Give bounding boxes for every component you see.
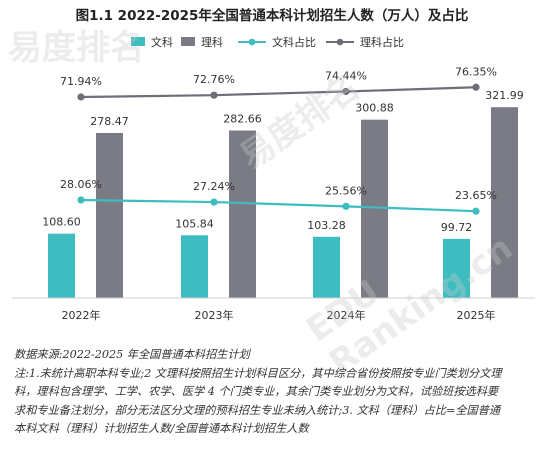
line-point xyxy=(342,202,350,210)
note-line: 注:1.未统计高职本科专业;2 文理科按照招生计划科目区分，其中综合省份按照按专… xyxy=(14,366,502,380)
bar-value-label: 103.28 xyxy=(307,219,346,232)
line-value-label: 28.06% xyxy=(60,178,102,191)
bar-value-label: 105.84 xyxy=(175,217,214,230)
x-tick-label: 2024年 xyxy=(327,308,366,322)
bar xyxy=(491,107,518,299)
bar-group xyxy=(48,107,518,299)
line-point xyxy=(210,91,218,99)
bar-value-label: 99.72 xyxy=(441,221,473,234)
bar xyxy=(48,233,75,298)
legend-marker xyxy=(336,38,344,46)
line-point xyxy=(472,207,480,215)
bar xyxy=(443,238,470,298)
note-line: 科，理科包含理学、工学、农学、医学 4 个门类专业，其余门类专业划分为文科，试验… xyxy=(14,385,499,398)
line-point xyxy=(77,93,85,101)
x-tick-label: 2025年 xyxy=(457,308,496,322)
series-line xyxy=(80,198,477,213)
chart-title: 图1.1 2022-2025年全国普通本科计划招生人数（万人）及占比 xyxy=(76,7,469,24)
x-tick-group: 2022年 2023年 2024年 2025年 xyxy=(62,308,496,322)
bar-value-label: 300.88 xyxy=(355,102,394,115)
line-value-label: 74.44% xyxy=(325,69,367,82)
bar-value-label: 321.99 xyxy=(485,89,524,102)
line-point xyxy=(472,83,480,91)
legend-label: 理科占比 xyxy=(360,35,404,49)
notes: 数据来源:2022-2025 年全国普通本科招生计划 注:1.未统计高职本科专业… xyxy=(14,346,534,439)
line-point xyxy=(77,196,85,204)
bar xyxy=(181,235,208,298)
legend: 文科 理科 文科占比 理科占比 xyxy=(131,35,404,49)
series-line xyxy=(80,86,477,99)
x-tick-label: 2022年 xyxy=(62,308,101,322)
note-line: 求和专业备注划分，部分无法区分文理的预科招生专业未纳入统计;3. 文科（理科）占… xyxy=(14,403,501,417)
legend-label: 理科 xyxy=(201,35,223,49)
legend-swatch xyxy=(131,37,145,46)
line-value-label: 72.76% xyxy=(193,73,235,86)
line-value-label: 27.24% xyxy=(193,180,235,193)
chart: 图1.1 2022-2025年全国普通本科计划招生人数（万人）及占比 文科 理科文… xyxy=(12,7,535,322)
bar xyxy=(313,236,340,298)
x-tick-label: 2023年 xyxy=(195,308,234,322)
line-point xyxy=(210,198,218,206)
line-value-label: 71.94% xyxy=(60,75,102,88)
line-group xyxy=(77,83,480,215)
line-value-label: 23.65% xyxy=(455,189,497,202)
legend-label: 文科 xyxy=(151,35,173,49)
legend-marker xyxy=(248,38,256,46)
legend-swatch xyxy=(181,37,195,46)
bar-value-label: 108.60 xyxy=(42,216,81,229)
line-value-label: 25.56% xyxy=(325,184,367,197)
bar-value-label: 282.66 xyxy=(223,112,262,125)
legend-label: 文科占比 xyxy=(272,35,316,49)
note-line: 本科文科（理科）计划招生人数/全国普通本科计划招生人数 xyxy=(14,422,309,435)
bar-value-label: 278.47 xyxy=(90,115,129,128)
bar xyxy=(96,132,123,298)
bar xyxy=(229,130,256,298)
data-label-group: 108.60 105.84 103.28 99.72 278.47 282.66 300.8… xyxy=(42,65,524,234)
source-note: 数据来源:2022-2025 年全国普通本科招生计划 xyxy=(14,348,250,361)
line-point xyxy=(342,87,350,96)
line-value-label: 76.35% xyxy=(455,65,497,78)
